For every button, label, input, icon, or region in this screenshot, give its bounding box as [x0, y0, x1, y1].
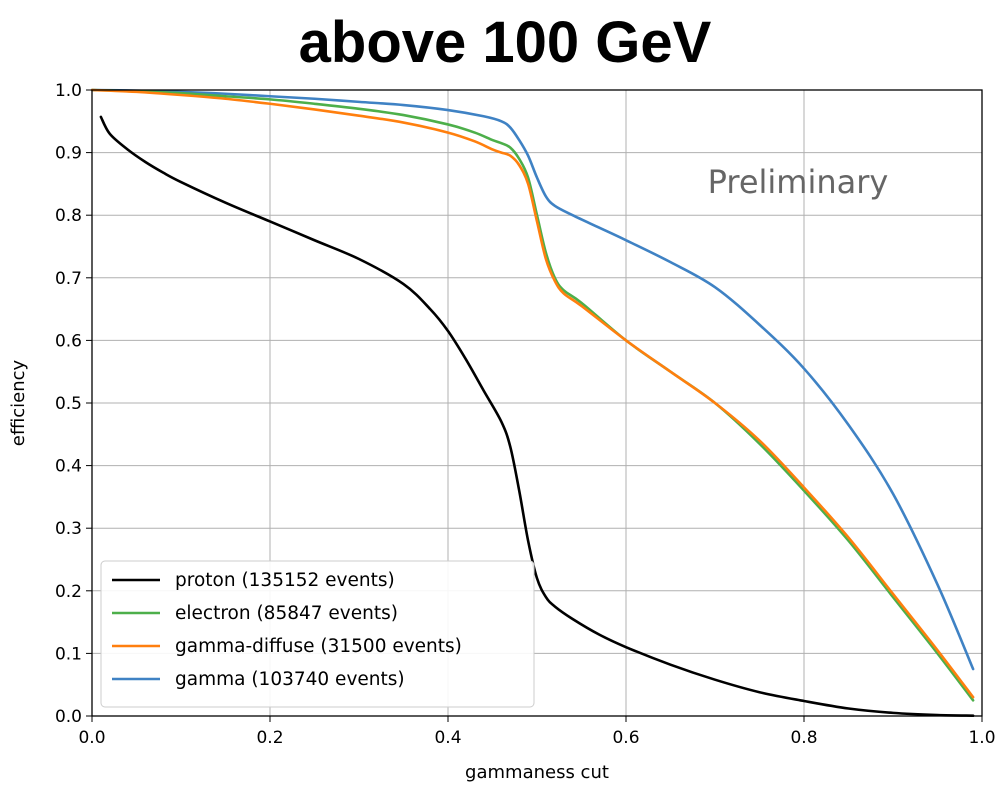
- legend-box: [100, 560, 535, 708]
- series-line-2: [90, 88, 975, 699]
- axis-ticks: 0.0 0.2 0.4 0.6 0.8 1.0 0.0 0.1 0.2 0.3 0.4 0.5 0.6 0…: [55, 81, 996, 748]
- x-tick-label: 1.0: [968, 728, 995, 748]
- y-tick-label: 0.0: [55, 707, 82, 727]
- legend-label-2: gamma-diffuse (31500 events): [175, 636, 462, 657]
- x-tick-label: 0.8: [790, 728, 817, 748]
- y-tick-label: 0.9: [55, 144, 82, 164]
- y-tick-label: 0.1: [55, 644, 82, 664]
- chart-title: above 100 GeV: [299, 10, 712, 75]
- x-tick-label: 0.6: [612, 728, 639, 748]
- y-tick-label: 0.8: [55, 206, 82, 226]
- legend: proton (135152 events) electron (85847 ev…: [100, 560, 535, 708]
- series-line-1: [90, 88, 975, 702]
- y-tick-label: 0.2: [55, 582, 82, 602]
- y-tick-label: 1.0: [55, 81, 82, 101]
- legend-label-3: gamma (103740 events): [175, 669, 405, 690]
- y-tick-label: 0.3: [55, 519, 82, 539]
- y-tick-label: 0.6: [55, 331, 82, 351]
- series-line-3: [90, 88, 975, 671]
- x-tick-label: 0.2: [256, 728, 283, 748]
- series-lines: [90, 88, 975, 717]
- x-axis-label: gammaness cut: [465, 762, 609, 783]
- y-tick-label: 0.5: [55, 394, 82, 414]
- preliminary-annotation: Preliminary: [708, 163, 889, 201]
- x-tick-label: 0.0: [78, 728, 105, 748]
- y-axis-label: efficiency: [8, 359, 29, 446]
- legend-label-1: electron (85847 events): [175, 603, 398, 624]
- y-tick-label: 0.4: [55, 457, 82, 477]
- series-line-0: [99, 115, 975, 717]
- y-tick-label: 0.7: [55, 269, 82, 289]
- legend-label-0: proton (135152 events): [175, 570, 395, 591]
- x-tick-label: 0.4: [434, 728, 461, 748]
